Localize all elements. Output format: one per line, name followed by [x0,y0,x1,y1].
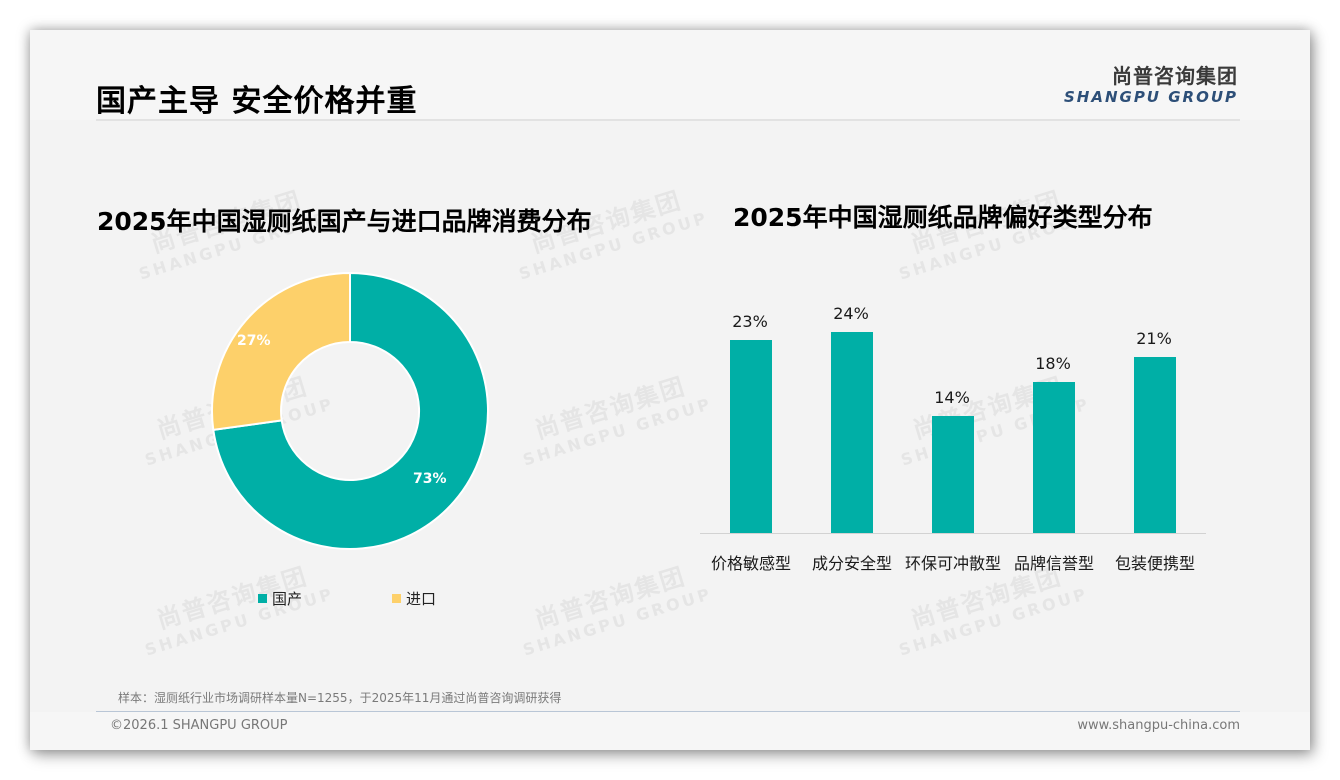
bar-brand-reputation[interactable] [1033,382,1075,533]
legend-swatch-yellow [392,594,401,603]
legend-label: 进口 [406,590,437,608]
donut-chart: 27% 73% [210,271,490,551]
legend-swatch-teal [258,594,267,603]
bar-price-sensitive[interactable] [730,340,772,533]
header-band [30,30,1310,120]
x-axis-line [700,533,1206,534]
donut-label-import: 27% [237,333,271,349]
donut-slice-import[interactable] [211,271,351,432]
footer-divider [96,711,1240,712]
bar-value-label: 24% [833,304,869,323]
legend-item-domestic[interactable]: 国产 [258,588,302,609]
bar-chart: 23% 价格敏感型 24% 成分安全型 14% 环保可冲散型 18% 品牌信誉型… [700,300,1206,573]
bar-category-label: 包装便携型 [1114,554,1195,573]
page-title: 国产主导 安全价格并重 [96,84,418,119]
logo-english-text: SHANGPU GROUP [1063,88,1238,106]
legend-item-import[interactable]: 进口 [392,588,436,609]
donut-chart-title: 2025年中国湿厕纸国产与进口品牌消费分布 [97,207,592,236]
bar-value-label: 18% [1035,354,1071,373]
slide: 国产主导 安全价格并重 尚普咨询集团 SHANGPU GROUP 尚普咨询集团 S… [30,30,1310,750]
company-logo: 尚普咨询集团 SHANGPU GROUP [1064,64,1238,106]
bar-value-label: 14% [934,388,970,407]
bar-chart-title: 2025年中国湿厕纸品牌偏好类型分布 [733,203,1153,232]
bar-category-label: 品牌信誉型 [1013,554,1094,573]
bar-category-label: 价格敏感型 [710,554,791,573]
bar-category-label: 环保可冲散型 [904,554,1001,573]
bar-ingredient-safety[interactable] [831,332,873,533]
sample-note: 样本：湿厕纸行业市场调研样本量N=1255，于2025年11月通过尚普咨询调研获… [118,691,562,705]
bar-portable-packaging[interactable] [1134,357,1176,533]
copyright-text: ©2026.1 SHANGPU GROUP [110,718,288,733]
footer-band [30,712,1310,750]
website-link[interactable]: www.shangpu-china.com [1077,718,1240,733]
donut-svg [211,271,489,550]
bar-value-label: 21% [1136,329,1172,348]
bar-value-label: 23% [732,312,768,331]
header-divider [96,119,1240,121]
legend-label: 国产 [272,590,303,608]
donut-label-domestic: 73% [413,471,447,487]
bar-category-label: 成分安全型 [811,554,892,573]
donut-slice-domestic[interactable] [212,271,489,550]
logo-chinese-text: 尚普咨询集团 [1112,64,1238,88]
bar-eco-flushable[interactable] [932,416,974,533]
